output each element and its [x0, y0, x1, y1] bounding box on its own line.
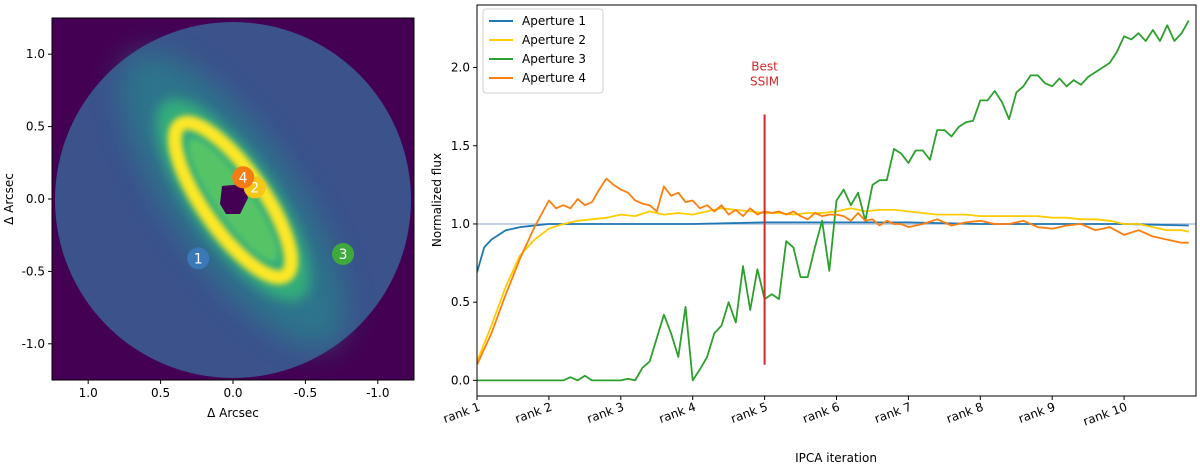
legend-item-aperture-4: Aperture 4: [489, 71, 586, 85]
plot-contents: [477, 20, 1196, 382]
aperture-label: 2: [250, 180, 259, 196]
right-x-tick-label: rank 1: [441, 400, 482, 426]
legend-label: Aperture 4: [522, 71, 586, 85]
right-x-tick-label: rank 4: [657, 400, 698, 426]
aperture-label: 4: [239, 170, 248, 186]
legend-item-aperture-2: Aperture 2: [489, 33, 586, 47]
right-y-tick-label: 0.0: [451, 373, 470, 387]
aperture-label: 3: [339, 247, 348, 263]
right-y-tick-label: 1.0: [451, 217, 470, 231]
legend-item-aperture-1: Aperture 1: [489, 14, 586, 28]
left-y-tick-label: 1.0: [26, 47, 45, 61]
legend-label: Aperture 1: [522, 14, 586, 28]
aperture-marker-3: 3: [332, 243, 355, 266]
aperture-circle: [232, 166, 255, 189]
best-ssim-label-line1: Best: [751, 59, 778, 73]
right-x-tick-label: rank 9: [1016, 400, 1057, 426]
right-y-tick-label: 1.5: [451, 139, 470, 153]
disk-image: [52, 18, 414, 380]
left-x-tick-label: 1.0: [79, 386, 98, 400]
legend-item-aperture-3: Aperture 3: [489, 52, 586, 66]
right-x-tick-label: rank 6: [801, 400, 842, 426]
right-y-tick-label: 0.5: [451, 295, 470, 309]
flux-chart: Best SSIM rank 1 rank 2 rank 3 rank 4 rank 5…: [430, 4, 1197, 465]
left-y-axis-label: Δ Arcsec: [2, 173, 16, 225]
right-x-tick-label: rank 5: [729, 400, 770, 426]
aperture-circle: [332, 243, 355, 266]
left-y-tick-label: 0.0: [26, 192, 45, 206]
right-y-axis-label: Normalized flux: [430, 153, 444, 247]
series-line-aperture-4: [477, 177, 1189, 366]
right-y-ticks: 0.0 0.5 1.0 1.5 2.0: [451, 61, 477, 387]
legend-items: Aperture 1 Aperture 2 Aperture 3 Aperture 4: [489, 14, 586, 85]
left-x-tick-label: -0.5: [294, 386, 317, 400]
left-y-tick-label: 0.5: [26, 120, 45, 134]
aperture-marker-4: 4: [232, 166, 255, 189]
right-x-tick-label: rank 8: [945, 400, 986, 426]
legend-label: Aperture 2: [522, 33, 586, 47]
right-x-tick-label: rank 3: [585, 400, 626, 426]
aperture-label: 1: [194, 251, 203, 267]
best-ssim-label-line2: SSIM: [750, 74, 779, 88]
right-x-axis-label: IPCA iteration: [795, 451, 877, 465]
aperture-markers: 1 2 3 4: [187, 166, 355, 270]
right-y-tick-label: 2.0: [451, 61, 470, 75]
series-lines: [477, 20, 1190, 382]
aperture-circle: [187, 247, 210, 270]
left-x-axis-label: Δ Arcsec: [207, 406, 259, 420]
left-y-tick-label: -1.0: [22, 337, 45, 351]
left-y-ticks: -1.0 -0.5 0.0 0.5 1.0: [22, 47, 52, 351]
left-y-tick-label: -0.5: [22, 264, 45, 278]
aperture-marker-1: 1: [187, 247, 210, 270]
right-x-tick-label: rank 7: [873, 400, 914, 426]
right-x-tick-label: rank 2: [513, 400, 554, 426]
legend-label: Aperture 3: [522, 52, 586, 66]
legend: Aperture 1 Aperture 2 Aperture 3 Aperture 4: [482, 8, 604, 94]
legend-box: [482, 8, 604, 94]
left-x-tick-label: 0.5: [151, 386, 170, 400]
left-x-tick-label: 0.0: [223, 386, 242, 400]
right-x-ticks: rank 1 rank 2 rank 3 rank 4 rank 5 rank 6 rank…: [441, 396, 1129, 429]
coronagraph-mask: [220, 184, 248, 214]
series-line-aperture-1: [477, 221, 1189, 273]
left-x-ticks: 1.0 0.5 0.0 -0.5 -1.0: [79, 380, 390, 400]
left-x-tick-label: -1.0: [366, 386, 389, 400]
series-line-aperture-2: [477, 207, 1189, 362]
right-x-tick-label: rank 10: [1081, 400, 1129, 429]
